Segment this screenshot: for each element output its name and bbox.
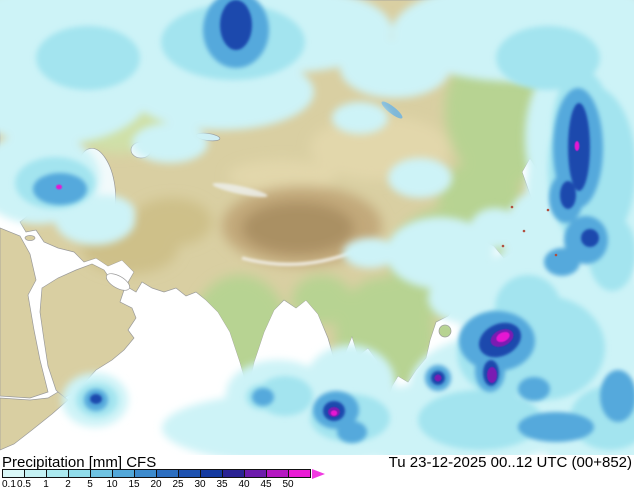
legend-cell	[46, 469, 69, 478]
legend-label: 50	[282, 479, 294, 490]
legend-cell	[222, 469, 245, 478]
legend-label: 30	[194, 479, 206, 490]
legend-label: 35	[216, 479, 228, 490]
legend-cell	[266, 469, 289, 478]
legend-cell	[134, 469, 157, 478]
precip-layer-magenta	[56, 141, 580, 416]
station-dots	[501, 205, 558, 257]
legend-label: 20	[150, 479, 162, 490]
legend-label: 15	[128, 479, 140, 490]
legend-cell	[68, 469, 91, 478]
legend-label: 10	[106, 479, 118, 490]
legend-cell	[2, 469, 25, 478]
legend-cells	[2, 469, 311, 478]
map-title: Precipitation [mm] CFS	[2, 454, 157, 471]
map-datetime: Tu 23-12-2025 00..12 UTC (00+852)	[388, 454, 632, 471]
legend-cell	[24, 469, 47, 478]
legend-cell	[178, 469, 201, 478]
legend-label: 0.5	[17, 479, 31, 490]
legend-cell	[112, 469, 135, 478]
legend-label: 45	[260, 479, 272, 490]
legend-label: 5	[87, 479, 93, 490]
legend: 0.1 0.5 1 2 5 10 15 20 25 30 35 40 45 50	[2, 468, 325, 490]
legend-cell	[200, 469, 223, 478]
footer-bar: Precipitation [mm] CFS Tu 23-12-2025 00.…	[0, 455, 634, 490]
legend-cell	[90, 469, 113, 478]
precipitation-map	[0, 0, 634, 455]
legend-cell	[156, 469, 179, 478]
legend-label: 0.1	[2, 479, 16, 490]
legend-cell	[288, 469, 311, 478]
legend-arrow-icon	[312, 468, 325, 479]
legend-bar	[2, 468, 325, 479]
legend-label: 1	[43, 479, 49, 490]
legend-cell	[244, 469, 267, 478]
legend-label: 25	[172, 479, 184, 490]
legend-label: 40	[238, 479, 250, 490]
legend-labels: 0.1 0.5 1 2 5 10 15 20 25 30 35 40 45 50	[2, 479, 325, 490]
legend-label: 2	[65, 479, 71, 490]
